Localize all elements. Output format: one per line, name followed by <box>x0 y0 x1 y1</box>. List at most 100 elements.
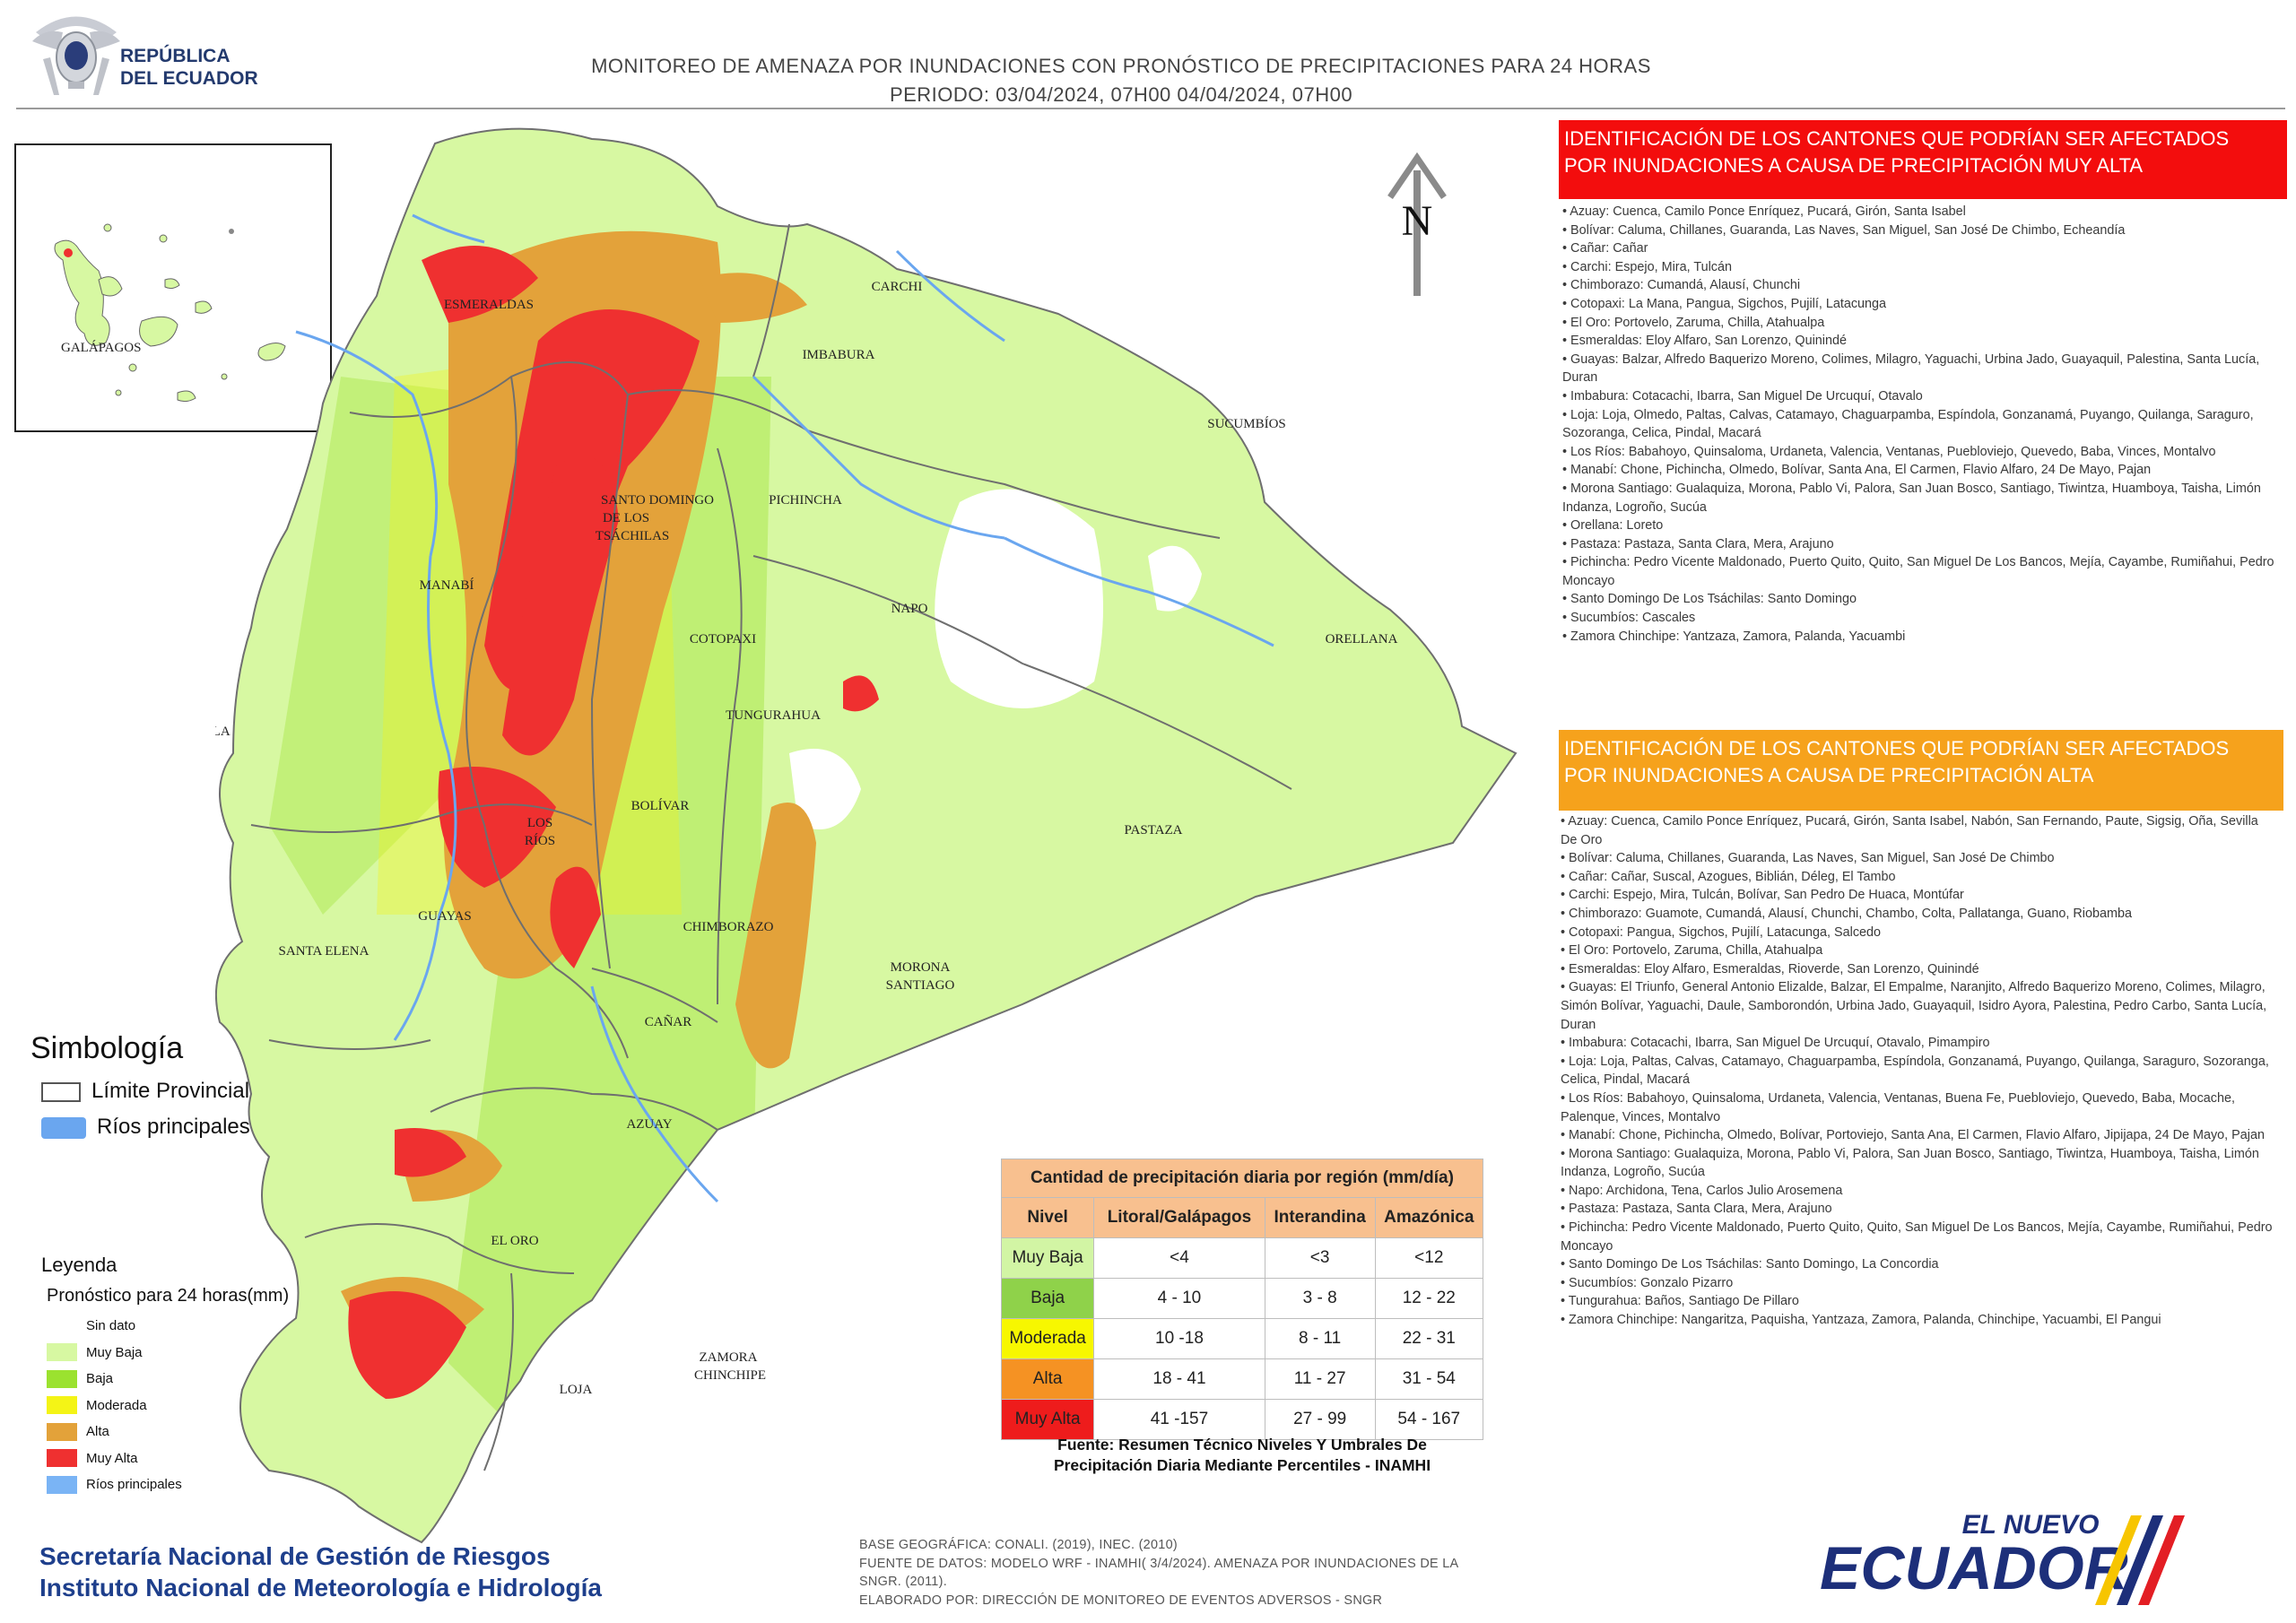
legend-label: Ríos principales <box>86 1477 182 1493</box>
label-santa-elena: SANTA ELENA <box>279 944 370 959</box>
footer-source-line2: FUENTE DE DATOS: MODELO WRF - INAMHI( 3/… <box>859 1556 1459 1571</box>
alta-cantones-item: Azuay: Cuenca, Camilo Ponce Enríquez, Pu… <box>1561 812 2278 849</box>
table-cell-amazonica: 22 - 31 <box>1374 1318 1484 1359</box>
alta-panel-heading: IDENTIFICACIÓN DE LOS CANTONES QUE PODRÍ… <box>1559 730 2283 811</box>
legend-label: Moderada <box>86 1397 147 1413</box>
muy-alta-cantones-item: Zamora Chinchipe: Yantzaza, Zamora, Pala… <box>1562 628 2280 647</box>
brand-top-text: EL NUEVO <box>1962 1510 2100 1540</box>
legend-item: Moderada <box>47 1393 182 1419</box>
alta-cantones-item: Loja: Loja, Paltas, Calvas, Catamayo, Ch… <box>1561 1053 2278 1089</box>
footer-sources: BASE GEOGRÁFICA: CONALI. (2019), INEC. (… <box>859 1536 1505 1610</box>
muy-alta-panel-heading: IDENTIFICACIÓN DE LOS CANTONES QUE PODRÍ… <box>1559 120 2287 199</box>
label-esmeraldas: ESMERALDAS <box>444 298 534 312</box>
label-azuay: AZUAY <box>626 1117 672 1132</box>
muy-alta-cantones-item: Azuay: Cuenca, Camilo Ponce Enríquez, Pu… <box>1562 203 2280 221</box>
label-los-rios-1: LOS <box>527 816 552 830</box>
label-carchi: CARCHI <box>872 280 923 294</box>
alta-heading-line2: POR INUNDACIONES A CAUSA DE PRECIPITACIÓ… <box>1564 764 2094 786</box>
label-bolivar: BOLÍVAR <box>631 798 690 813</box>
muy-alta-cantones-item: Pastaza: Pastaza, Santa Clara, Mera, Ara… <box>1562 535 2280 554</box>
provincial-limit-label: Límite Provincial <box>91 1079 250 1103</box>
table-cell-level: Baja <box>1000 1278 1095 1319</box>
galapagos-inset-map: GALÁPAGOS <box>14 143 332 432</box>
legend-swatch <box>47 1422 77 1441</box>
label-santo-domingo-1: SANTO DOMINGO <box>601 493 714 508</box>
table-row: Muy Alta 41 -157 27 - 99 54 - 167 <box>1000 1399 1484 1440</box>
table-cell-litoral: 10 -18 <box>1093 1318 1265 1359</box>
legend-item: Baja <box>47 1366 182 1393</box>
label-isla: ISLA <box>215 725 230 739</box>
label-napo: NAPO <box>891 602 928 616</box>
north-label: N <box>1402 197 1433 245</box>
legend-item: Alta <box>47 1419 182 1445</box>
table-header-level: Nivel <box>1000 1197 1095 1238</box>
alta-cantones-item: Tungurahua: Baños, Santiago De Pillaro <box>1561 1292 2278 1311</box>
legend-title: Leyenda <box>41 1254 117 1276</box>
table-row: Moderada 10 -18 8 - 11 22 - 31 <box>1000 1318 1484 1359</box>
muy-alta-cantones-item: Chimborazo: Cumandá, Alausí, Chunchi <box>1562 276 2280 295</box>
table-cell-amazonica: <12 <box>1374 1237 1484 1279</box>
label-sucumbios: SUCUMBÍOS <box>1207 416 1286 431</box>
label-zamora-1: ZAMORA <box>699 1350 757 1365</box>
legend-label: Alta <box>86 1424 109 1440</box>
alta-cantones-item: Los Ríos: Babahoyo, Quinsaloma, Urdaneta… <box>1561 1089 2278 1126</box>
alta-cantones-item: Sucumbíos: Gonzalo Pizarro <box>1561 1274 2278 1293</box>
table-cell-interandina: 3 - 8 <box>1264 1278 1376 1319</box>
table-cell-amazonica: 31 - 54 <box>1374 1358 1484 1400</box>
alta-cantones-item: Pastaza: Pastaza, Santa Clara, Mera, Ara… <box>1561 1200 2278 1219</box>
label-galapagos: GALÁPAGOS <box>61 340 141 355</box>
footer-org-sngr: Secretaría Nacional de Gestión de Riesgo… <box>39 1542 551 1570</box>
symbology-rivers: Ríos principales <box>41 1115 250 1140</box>
legend-items: Sin dato Muy Baja Baja Moderada Alta Muy Alta… <box>47 1313 182 1498</box>
legend-swatch <box>47 1369 77 1388</box>
label-santo-domingo-2: DE LOS <box>603 511 649 525</box>
label-cotopaxi: COTOPAXI <box>690 632 756 647</box>
legend-swatch <box>47 1475 77 1494</box>
alta-cantones-item: Imbabura: Cotacachi, Ibarra, San Miguel … <box>1561 1034 2278 1053</box>
table-cell-interandina: 11 - 27 <box>1264 1358 1376 1400</box>
muy-alta-cantones-item: Esmeraldas: Eloy Alfaro, San Lorenzo, Qu… <box>1562 332 2280 351</box>
brand-stripe-yellow <box>2095 1515 2142 1605</box>
label-orellana: ORELLANA <box>1326 632 1398 647</box>
table-cell-litoral: 41 -157 <box>1093 1399 1265 1440</box>
map-title: MONITOREO DE AMENAZA POR INUNDACIONES CO… <box>269 52 1973 109</box>
table-source: Fuente: Resumen Técnico Niveles Y Umbral… <box>1001 1435 1483 1476</box>
muy-alta-cantones-item: Imbabura: Cotacachi, Ibarra, San Miguel … <box>1562 387 2280 406</box>
table-cell-level: Moderada <box>1000 1318 1095 1359</box>
table-cell-amazonica: 12 - 22 <box>1374 1278 1484 1319</box>
legend-item: Ríos principales <box>47 1471 182 1498</box>
legend-subtitle: Pronóstico para 24 horas(mm) <box>47 1286 290 1306</box>
muy-alta-cantones-item: Morona Santiago: Gualaquiza, Morona, Pab… <box>1562 480 2280 516</box>
muy-alta-cantones-item: El Oro: Portovelo, Zaruma, Chilla, Atahu… <box>1562 314 2280 333</box>
table-row: Alta 18 - 41 11 - 27 31 - 54 <box>1000 1358 1484 1400</box>
legend-label: Sin dato <box>86 1318 136 1334</box>
label-morona-2: SANTIAGO <box>886 978 955 993</box>
symbology-title: Simbología <box>30 1031 184 1065</box>
label-canar: CAÑAR <box>645 1015 692 1029</box>
legend-swatch <box>47 1449 77 1468</box>
rivers-swatch <box>41 1116 86 1139</box>
footer-organizations: Secretaría Nacional de Gestión de Riesgo… <box>39 1541 602 1603</box>
label-los-rios-2: RÍOS <box>525 833 555 848</box>
label-pichincha: PICHINCHA <box>769 493 842 508</box>
brand-stripe-red <box>2138 1515 2185 1605</box>
legend-label: Muy Alta <box>86 1450 138 1466</box>
table-header-amazonica: Amazónica <box>1374 1197 1484 1238</box>
muy-alta-cantones-item: Bolívar: Caluma, Chillanes, Guaranda, La… <box>1562 221 2280 240</box>
muy-alta-cantones-item: Santo Domingo De Los Tsáchilas: Santo Do… <box>1562 590 2280 609</box>
muy-alta-cantones-item: Carchi: Espejo, Mira, Tulcán <box>1562 258 2280 277</box>
table-cell-amazonica: 54 - 167 <box>1374 1399 1484 1440</box>
header-divider <box>16 108 2285 109</box>
table-cell-litoral: 18 - 41 <box>1093 1358 1265 1400</box>
alta-cantones-item: Zamora Chinchipe: Nangaritza, Paquisha, … <box>1561 1311 2278 1330</box>
muy-alta-cantones-item: Guayas: Balzar, Alfredo Baquerizo Moreno… <box>1562 351 2280 387</box>
legend-item: Sin dato <box>47 1313 182 1340</box>
table-source-line1: Fuente: Resumen Técnico Niveles Y Umbral… <box>1057 1436 1427 1454</box>
label-chimborazo: CHIMBORAZO <box>683 920 774 934</box>
label-zamora-2: CHINCHIPE <box>694 1368 766 1383</box>
label-loja: LOJA <box>560 1383 593 1397</box>
footer-source-line4: ELABORADO POR: DIRECCIÓN DE MONITOREO DE… <box>859 1593 1383 1608</box>
legend-swatch <box>47 1396 77 1415</box>
table-cell-interandina: <3 <box>1264 1237 1376 1279</box>
alta-cantones-item: Guayas: El Triunfo, General Antonio Eliz… <box>1561 978 2278 1034</box>
